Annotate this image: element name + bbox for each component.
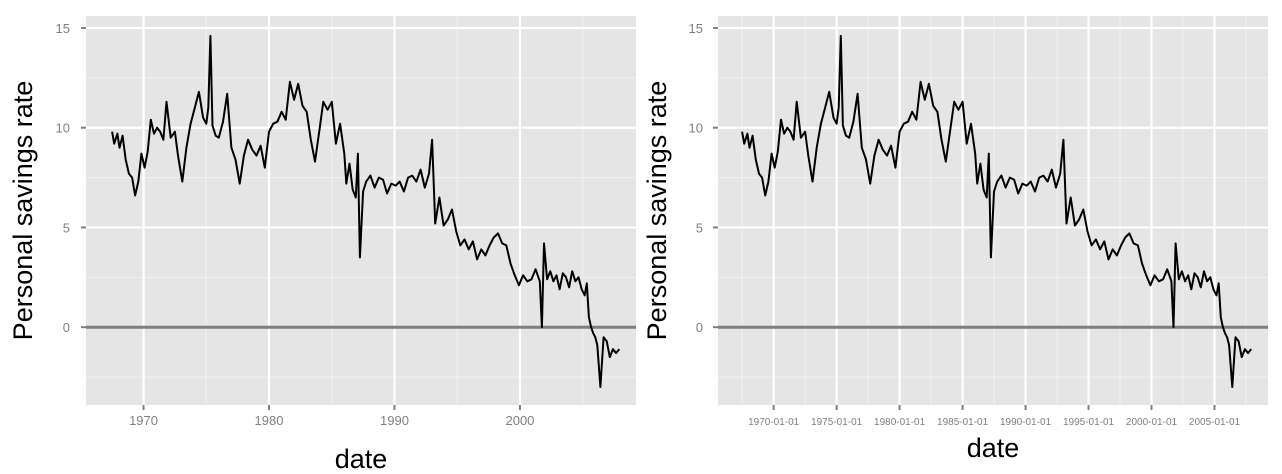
x-tick-label: 2000-01-01 (1126, 417, 1178, 428)
y-tick-label: 15 (689, 21, 703, 36)
y-tick-label: 0 (696, 320, 703, 335)
x-tick-label: 2005-01-01 (1189, 417, 1241, 428)
chart-panel-2: 0 5 10 15 1970-01-01 1975-01-01 1980-01-01 1985… (642, 16, 1268, 463)
x-tick-label: 1990 (380, 413, 409, 428)
series-line-savings-rate (741, 34, 1252, 388)
y-tick-label: 10 (56, 121, 70, 136)
x-tick-label: 1995-01-01 (1063, 417, 1115, 428)
x-tick-label: 2000 (505, 413, 534, 428)
x-tick-label: 1970 (129, 413, 158, 428)
x-tick-label: 1980-01-01 (874, 417, 926, 428)
x-tick-label: 1985-01-01 (937, 417, 989, 428)
x-tick-label: 1970-01-01 (748, 417, 800, 428)
x-tick-label: 1980 (255, 413, 284, 428)
x-tick-label: 1975-01-01 (811, 417, 863, 428)
chart-panel-1: 0 5 10 15 1970 1980 1990 2000 date Personal savin… (8, 16, 636, 474)
plot-panel (86, 16, 636, 405)
y-tick-label: 5 (63, 220, 70, 235)
x-axis-title: date (967, 433, 1020, 463)
series-line-savings-rate (111, 34, 621, 388)
y-axis-title: Personal savings rate (8, 81, 38, 341)
y-tick-label: 15 (56, 21, 70, 36)
y-tick-label: 0 (63, 320, 70, 335)
y-axis-title: Personal savings rate (642, 81, 672, 341)
x-tick-label: 1990-01-01 (1000, 417, 1052, 428)
x-axis-title: date (335, 444, 388, 474)
y-tick-label: 10 (689, 121, 703, 136)
y-tick-label: 5 (696, 220, 703, 235)
